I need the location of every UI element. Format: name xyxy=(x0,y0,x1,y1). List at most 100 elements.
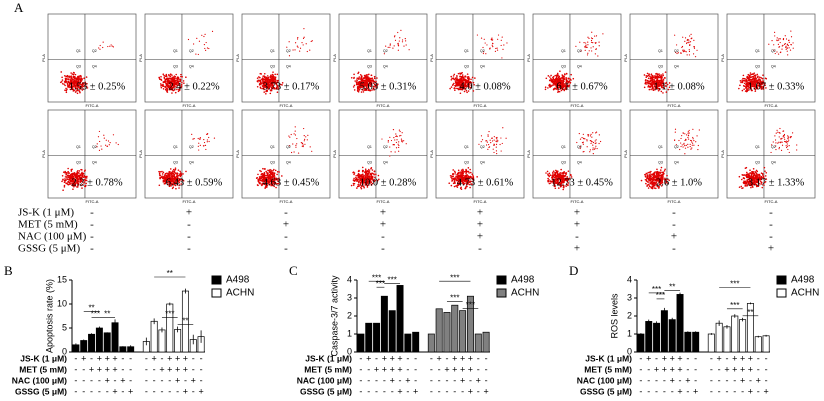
dot xyxy=(67,180,70,183)
dot xyxy=(686,39,689,41)
dot xyxy=(570,174,572,177)
dot xyxy=(177,90,180,93)
dot xyxy=(257,184,259,187)
dot xyxy=(97,136,100,138)
dot xyxy=(458,174,461,177)
dot xyxy=(565,77,568,79)
dot xyxy=(61,174,64,177)
dot xyxy=(296,143,298,145)
dot xyxy=(111,45,113,47)
dot xyxy=(674,139,676,142)
dot xyxy=(647,86,649,88)
dot xyxy=(741,80,744,83)
dot xyxy=(162,179,165,181)
dot xyxy=(594,35,596,37)
dot xyxy=(481,139,484,141)
treatment-sign: - xyxy=(769,219,773,231)
dot xyxy=(352,184,355,186)
dot xyxy=(763,166,766,169)
dot xyxy=(206,139,208,141)
dot xyxy=(182,80,185,82)
dot xyxy=(205,148,207,151)
dot xyxy=(459,172,462,174)
dot xyxy=(398,129,401,131)
dot xyxy=(467,175,469,177)
dot xyxy=(178,87,181,89)
dot xyxy=(286,46,288,48)
dot xyxy=(352,171,355,173)
dot xyxy=(648,178,650,180)
dot xyxy=(69,88,72,91)
dot xyxy=(592,147,594,149)
dot xyxy=(166,78,169,81)
dot xyxy=(377,83,379,85)
dot xyxy=(66,178,69,181)
dot xyxy=(588,50,590,52)
dot xyxy=(294,49,296,51)
dot xyxy=(752,174,755,177)
dot xyxy=(174,76,177,78)
dot xyxy=(198,142,200,144)
dot xyxy=(173,77,175,80)
flow-y-label: PI-A xyxy=(332,150,337,158)
dot xyxy=(183,82,185,84)
dot xyxy=(749,72,752,74)
percentage-label: 3.73 ± 0.17% xyxy=(263,81,320,92)
dot xyxy=(744,85,747,88)
dot xyxy=(681,45,684,48)
dot xyxy=(162,176,165,178)
dot xyxy=(86,82,88,85)
dot xyxy=(556,72,559,75)
dot xyxy=(175,77,177,80)
dot xyxy=(563,75,565,78)
dot xyxy=(690,148,692,150)
dot xyxy=(658,73,660,75)
dot xyxy=(281,82,284,84)
dot xyxy=(689,44,691,46)
dot xyxy=(591,136,593,138)
dot xyxy=(65,87,67,90)
dot xyxy=(171,87,173,90)
dot xyxy=(295,146,297,148)
dot xyxy=(276,79,279,82)
dot xyxy=(492,46,494,48)
dot xyxy=(175,73,178,76)
dot xyxy=(486,44,488,46)
dot xyxy=(567,77,570,80)
dot xyxy=(304,138,306,140)
dot xyxy=(258,176,261,178)
dot xyxy=(408,49,410,51)
dot xyxy=(691,144,693,146)
dot xyxy=(774,135,776,137)
dot xyxy=(289,136,291,138)
dot xyxy=(739,84,741,87)
dot xyxy=(569,78,571,80)
dot xyxy=(680,142,682,144)
dot xyxy=(786,47,788,49)
flow-plot-frame xyxy=(144,13,234,103)
treatment-sign: + xyxy=(89,364,94,374)
dot xyxy=(274,79,277,81)
dot xyxy=(293,151,295,153)
dot xyxy=(598,41,600,43)
dot xyxy=(78,172,80,174)
dot xyxy=(159,177,161,180)
dot xyxy=(281,84,283,86)
dot xyxy=(108,144,110,146)
dot xyxy=(263,91,266,93)
dot xyxy=(690,33,692,36)
dot xyxy=(397,49,399,51)
dot xyxy=(158,184,161,187)
dot xyxy=(584,49,586,51)
dot xyxy=(102,46,104,49)
dot xyxy=(549,76,551,78)
percentage-label: 6.1 ± 0.67% xyxy=(556,81,608,92)
dot xyxy=(353,84,356,87)
dot xyxy=(276,73,279,76)
dot xyxy=(259,169,261,172)
dot xyxy=(302,44,304,46)
dot xyxy=(645,176,647,178)
dot xyxy=(585,42,587,44)
dot xyxy=(645,182,647,185)
dot-cloud xyxy=(256,28,313,95)
